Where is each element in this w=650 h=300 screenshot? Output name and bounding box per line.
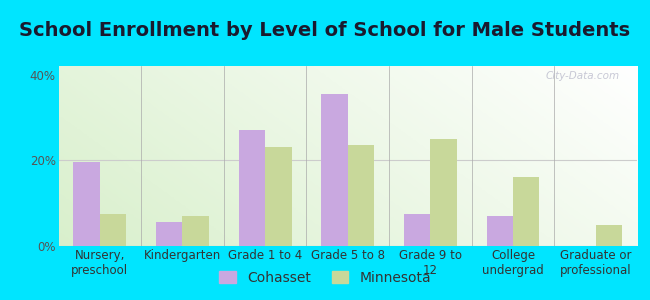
Bar <box>595 225 622 246</box>
Bar <box>183 216 209 246</box>
Bar <box>321 94 348 246</box>
Bar <box>156 222 183 246</box>
Bar <box>239 130 265 246</box>
Legend: Cohasset, Minnesota: Cohasset, Minnesota <box>213 265 437 290</box>
Text: City-Data.com: City-Data.com <box>545 71 619 81</box>
Bar <box>404 214 430 246</box>
Bar <box>265 147 292 246</box>
Text: School Enrollment by Level of School for Male Students: School Enrollment by Level of School for… <box>20 21 630 40</box>
Bar <box>513 177 540 246</box>
Bar <box>73 162 100 246</box>
Bar <box>100 214 126 246</box>
Bar <box>348 145 374 246</box>
Bar <box>487 216 513 246</box>
Bar <box>430 139 457 246</box>
